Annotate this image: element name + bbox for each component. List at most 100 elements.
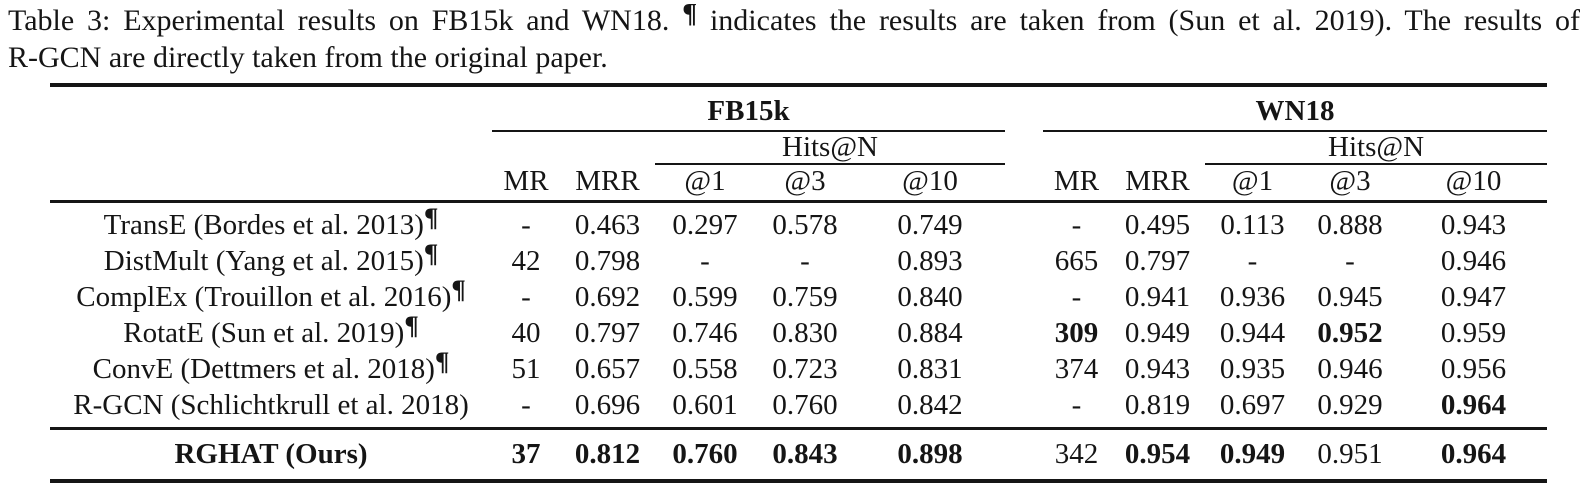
spacer-cell — [1005, 315, 1043, 351]
col-header-fb-hits3: @3 — [755, 164, 855, 203]
value-cell: 0.947 — [1440, 281, 1507, 313]
spacer-cell — [1005, 351, 1043, 387]
empty-cell — [50, 85, 492, 131]
empty-cell — [492, 131, 655, 164]
value-cell: 0.946 — [1317, 353, 1383, 385]
value-cell: 51 — [511, 353, 541, 385]
table-row-rotate: RotatE (Sun et al. 2019)¶ 40 0.797 0.746… — [50, 312, 1547, 351]
model-name-cell: RotatE (Sun et al. 2019)¶ — [50, 312, 492, 351]
empty-cell — [50, 131, 492, 164]
value-cell: - — [521, 281, 531, 313]
value-cell: 0.599 — [672, 281, 738, 313]
table-row-rgcn: R-GCN (Schlichtkrull et al. 2018) - 0.69… — [50, 387, 1547, 429]
value-cell: 0.893 — [897, 245, 963, 277]
value-cell: 665 — [1054, 245, 1099, 277]
value-cell: 0.954 — [1110, 427, 1205, 481]
value-cell: 342 — [1043, 427, 1110, 481]
value-cell: 0.113 — [1220, 209, 1285, 241]
value-cell: - — [800, 245, 810, 277]
dataset-header-row: FB15k WN18 — [50, 85, 1548, 132]
value-cell: 0.941 — [1124, 281, 1191, 313]
caption-line-2: R-GCN are directly taken from the origin… — [8, 41, 608, 74]
value-cell: 0.692 — [574, 281, 641, 313]
value-cell: 0.601 — [672, 389, 738, 421]
value-cell: 374 — [1054, 353, 1099, 385]
value-cell: - — [521, 209, 531, 241]
value-cell: - — [1071, 209, 1082, 241]
value-cell: 0.760 — [655, 427, 755, 481]
table-header: FB15k WN18 Hits@N Hits@N MR MRR @1 @3 @1… — [50, 85, 1548, 203]
model-name-cell: ConvE (Dettmers et al. 2018)¶ — [50, 348, 492, 387]
value-cell: 0.884 — [897, 317, 963, 349]
value-cell: 0.951 — [1300, 427, 1400, 481]
value-cell: 0.929 — [1317, 389, 1383, 421]
col-header-wn-hits3: @3 — [1300, 164, 1400, 203]
col-header-fb-mr: MR — [492, 164, 560, 203]
value-cell: 37 — [492, 427, 560, 481]
spacer-cell — [1005, 164, 1043, 203]
value-cell: 0.797 — [574, 317, 641, 349]
pilcrow-mark: ¶ — [404, 310, 419, 340]
model-name: R-GCN (Schlichtkrull et al. 2018) — [73, 389, 469, 421]
value-cell: 0.959 — [1440, 317, 1507, 349]
value-cell: 0.842 — [897, 389, 963, 421]
col-header-fb-hits1: @1 — [655, 164, 755, 203]
value-cell: - — [521, 389, 531, 421]
value-cell: 0.812 — [560, 427, 655, 481]
value-cell: 0.759 — [772, 281, 838, 313]
value-cell: 0.798 — [574, 245, 641, 277]
col-header-wn-hits10: @10 — [1400, 164, 1548, 203]
col-header-wn-mrr: MRR — [1110, 164, 1205, 203]
model-name: RGHAT (Ours) — [174, 438, 368, 470]
value-cell: 0.943 — [1124, 353, 1191, 385]
value-cell: 0.746 — [672, 317, 738, 349]
col-header-wn-mr: MR — [1043, 164, 1110, 203]
value-cell: - — [1071, 281, 1082, 313]
value-cell: 0.843 — [755, 427, 855, 481]
model-name: ComplEx (Trouillon et al. 2016) — [76, 281, 452, 313]
table-footer-ours: RGHAT (Ours) 37 0.812 0.760 0.843 0.898 … — [50, 427, 1548, 481]
value-cell: 0.495 — [1124, 209, 1191, 241]
value-cell: - — [700, 245, 710, 277]
value-cell: 0.944 — [1219, 317, 1286, 349]
value-cell: 0.830 — [772, 317, 838, 349]
value-cell: 0.558 — [672, 353, 738, 385]
value-cell: 0.723 — [772, 353, 838, 385]
value-cell: 0.946 — [1440, 245, 1507, 277]
value-cell: 0.696 — [574, 389, 641, 421]
spacer-cell — [1005, 427, 1043, 481]
value-cell: 0.964 — [1440, 389, 1507, 421]
spacer-cell — [1005, 387, 1043, 429]
table-body: TransE (Bordes et al. 2013)¶ - 0.463 0.2… — [50, 202, 1547, 429]
value-cell: 0.952 — [1317, 317, 1383, 349]
value-cell: - — [1345, 245, 1355, 277]
spacer-cell — [1005, 279, 1043, 315]
value-cell: 0.945 — [1317, 281, 1383, 313]
hits-header-row: Hits@N Hits@N — [50, 131, 1548, 165]
spacer-cell — [1005, 243, 1043, 279]
empty-cell — [50, 164, 492, 203]
caption-text-after-mark: indicates the results are taken from (Su… — [709, 4, 1581, 37]
value-cell: 0.949 — [1124, 317, 1191, 349]
model-name-cell: RGHAT (Ours) — [50, 427, 492, 481]
model-name: DistMult (Yang et al. 2015) — [103, 245, 424, 277]
caption-text-before-mark: Table 3: Experimental results on FB15k a… — [8, 4, 670, 37]
value-cell: 0.964 — [1400, 427, 1548, 481]
group-header-fb15k: FB15k — [492, 85, 1005, 132]
spacer-cell — [1005, 85, 1043, 131]
value-cell: - — [1247, 245, 1258, 277]
value-cell: 0.943 — [1440, 209, 1507, 241]
value-cell: 0.819 — [1124, 389, 1191, 421]
model-name: TransE (Bordes et al. 2013) — [103, 209, 424, 241]
value-cell: 0.760 — [772, 389, 838, 421]
value-cell: 0.888 — [1317, 209, 1383, 241]
table-row-complex: ComplEx (Trouillon et al. 2016)¶ - 0.692… — [50, 276, 1547, 315]
empty-cell — [1043, 131, 1205, 164]
value-cell: 0.657 — [574, 353, 641, 385]
value-cell: 0.578 — [772, 209, 838, 241]
pilcrow-mark: ¶ — [451, 274, 466, 304]
value-cell: 0.956 — [1440, 353, 1507, 385]
model-name: RotatE (Sun et al. 2019) — [123, 317, 405, 349]
table-row-transe: TransE (Bordes et al. 2013)¶ - 0.463 0.2… — [50, 202, 1547, 244]
results-table: FB15k WN18 Hits@N Hits@N MR MRR @1 @3 @1… — [50, 83, 1548, 483]
